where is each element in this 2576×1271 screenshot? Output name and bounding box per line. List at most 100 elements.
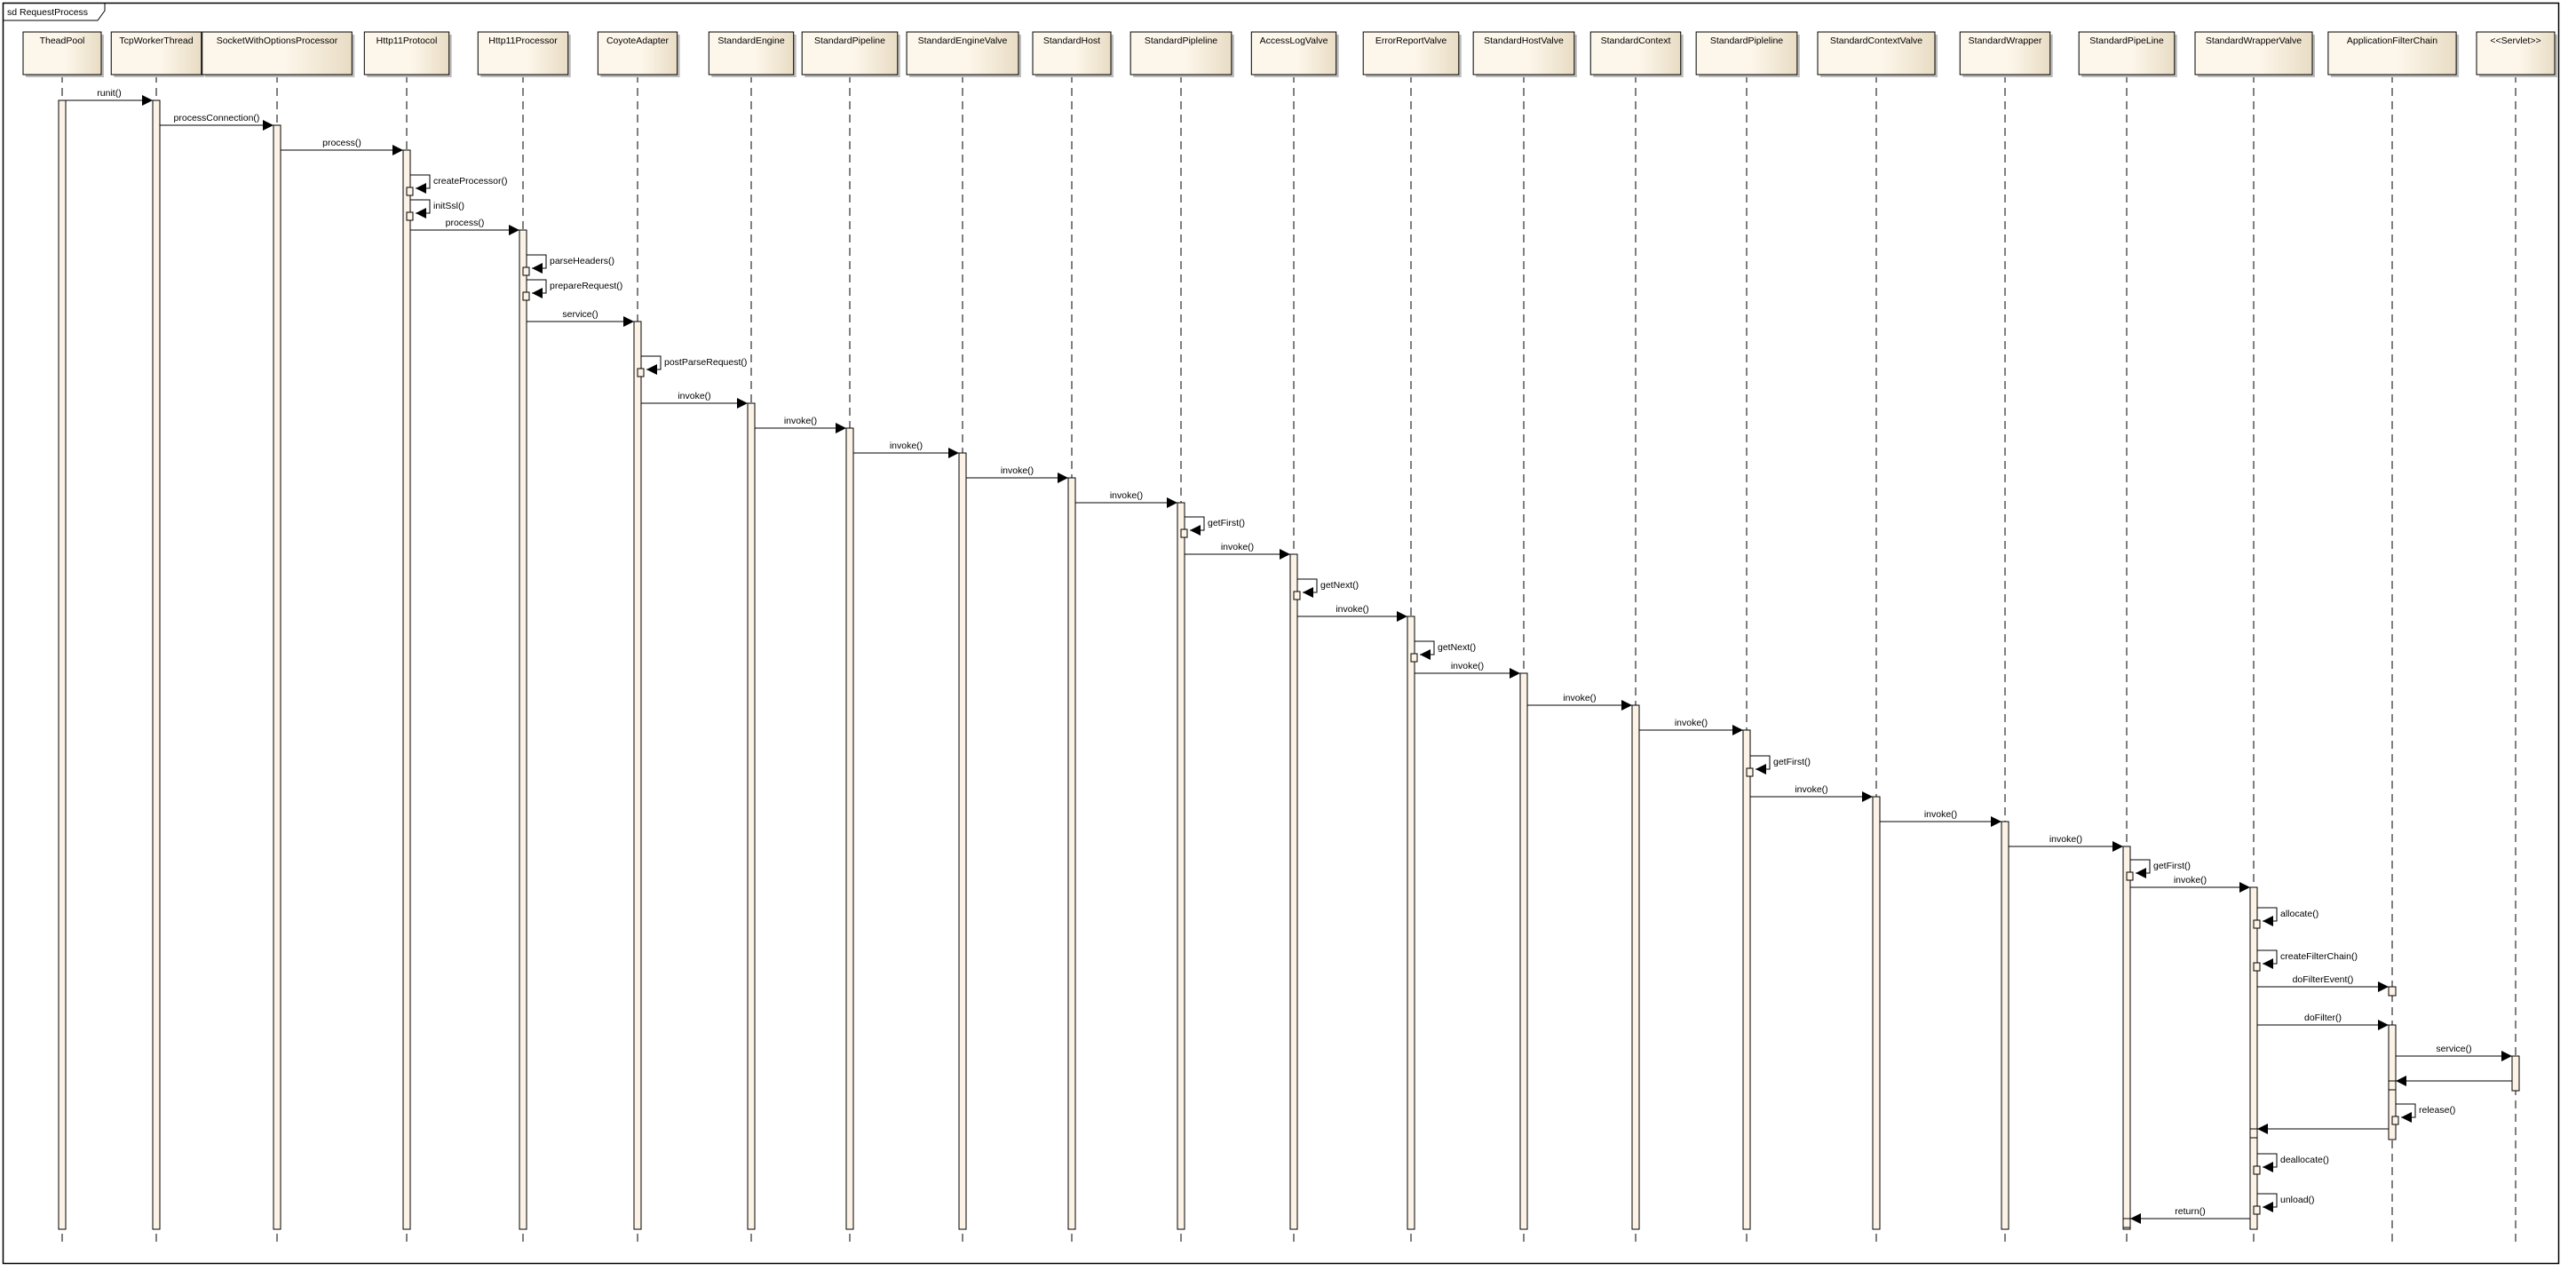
message-arrowhead	[1991, 816, 2001, 827]
frame-title-tab	[3, 3, 106, 21]
message-label: deallocate()	[2280, 1155, 2329, 1165]
self-call-activation	[406, 187, 414, 196]
message-label: unload()	[2280, 1195, 2315, 1205]
return-activation	[2249, 1128, 2258, 1139]
message-label: service()	[2436, 1044, 2471, 1054]
self-call-activation	[1746, 767, 1754, 777]
participant-box	[22, 31, 102, 75]
message-label: getNext()	[1320, 580, 1359, 591]
participant-label: StandardHost	[1043, 36, 1100, 46]
message-arrowhead	[509, 225, 519, 235]
activation-bar	[402, 149, 411, 1230]
message-arrowhead	[737, 398, 748, 409]
activation-bar	[633, 321, 642, 1230]
self-call-activation	[522, 291, 530, 301]
self-call-arrowhead	[1190, 525, 1201, 536]
participant-label: ErrorReportValve	[1375, 36, 1447, 46]
message-label: invoke()	[1110, 490, 1143, 501]
activation-bar	[747, 402, 756, 1230]
return-activation	[2122, 1218, 2131, 1228]
self-call-activation	[2253, 1205, 2261, 1215]
message-label: processConnection()	[174, 113, 260, 123]
message-arrowhead	[623, 316, 634, 327]
participant-label: Http11Protocol	[376, 36, 438, 46]
participant-label: AccessLogValve	[1260, 36, 1328, 46]
participant-box	[2194, 31, 2313, 75]
participant-label: CoyoteAdapter	[606, 36, 670, 46]
message-label: invoke()	[1563, 693, 1596, 703]
message-arrowhead	[1058, 473, 1068, 483]
message-label: doFilterEvent()	[2293, 974, 2354, 985]
participant-label: StandardEngine	[717, 36, 784, 46]
message-label: invoke()	[1336, 604, 1368, 615]
self-call-arrowhead	[1420, 649, 1431, 660]
activation-bar	[2001, 821, 2009, 1230]
participant-label: TcpWorkerThread	[119, 36, 193, 46]
message-label: invoke()	[2049, 834, 2082, 845]
message-arrowhead	[1862, 791, 1873, 802]
participant-box	[2327, 31, 2457, 75]
self-call-arrowhead	[2263, 958, 2273, 969]
self-call-activation	[2391, 1116, 2399, 1125]
participant-box	[1250, 31, 1337, 75]
message-arrowhead	[1732, 725, 1743, 735]
participant-box	[363, 31, 450, 75]
participant-box	[906, 31, 1019, 75]
message-arrowhead	[2239, 882, 2250, 893]
message-arrowhead	[2378, 1020, 2389, 1030]
self-call-arrowhead	[2136, 868, 2146, 878]
message-label: getFirst()	[2153, 861, 2191, 871]
message-label: createProcessor()	[433, 176, 507, 187]
message-label: getFirst()	[1773, 757, 1811, 767]
self-call-activation	[406, 211, 414, 221]
message-label: invoke()	[784, 416, 817, 426]
message-arrowhead	[1167, 497, 1177, 508]
activation-bar	[1407, 616, 1415, 1230]
participant-label: Http11Processor	[488, 36, 558, 46]
activation-bar	[845, 427, 854, 1230]
participant-label: StandardWrapper	[1969, 36, 2042, 46]
self-call-activation	[2126, 871, 2134, 881]
activation-bar	[2122, 846, 2131, 1230]
participant-label: TheadPool	[40, 36, 85, 46]
participant-label: StandardHostValve	[1484, 36, 1564, 46]
message-arrowhead	[2396, 1076, 2406, 1086]
participant-label: <<Servlet>>	[2490, 36, 2540, 46]
participant-box	[801, 31, 899, 75]
activation-bar	[1631, 704, 1640, 1230]
message-label: invoke()	[678, 391, 710, 401]
self-call-activation	[1293, 591, 1301, 600]
message-label: runit()	[97, 88, 121, 99]
participant-label: StandardWrapperValve	[2206, 36, 2302, 46]
self-call-activation	[522, 266, 530, 276]
self-call-arrowhead	[2263, 916, 2273, 926]
activation-bar	[152, 99, 161, 1230]
message-arrowhead	[1510, 668, 1520, 679]
message-label: initSsl()	[433, 201, 464, 211]
message-arrowhead	[392, 145, 403, 155]
self-call-activation	[2253, 1165, 2261, 1175]
activation-bar	[58, 99, 67, 1230]
activation-bar	[1289, 553, 1298, 1230]
participant-label: StandardPipleline	[1145, 36, 1217, 46]
message-arrowhead	[142, 95, 153, 106]
self-call-activation	[1180, 528, 1188, 538]
self-call-arrowhead	[2263, 1162, 2273, 1172]
participant-box	[202, 31, 353, 75]
message-arrowhead	[2112, 841, 2123, 852]
message-label: process()	[446, 218, 485, 228]
message-label: invoke()	[1795, 784, 1827, 795]
message-label: allocate()	[2280, 909, 2318, 919]
message-label: parseHeaders()	[550, 256, 614, 266]
participant-label: StandardContext	[1601, 36, 1671, 46]
message-label: invoke()	[890, 441, 923, 451]
message-label: getFirst()	[1208, 518, 1245, 528]
participant-box	[1817, 31, 1936, 75]
activation-bar	[519, 229, 527, 1230]
activation-bar	[2388, 986, 2397, 997]
self-call-arrowhead	[416, 208, 426, 218]
self-call-arrowhead	[646, 364, 657, 375]
message-label: invoke()	[1675, 718, 1708, 728]
